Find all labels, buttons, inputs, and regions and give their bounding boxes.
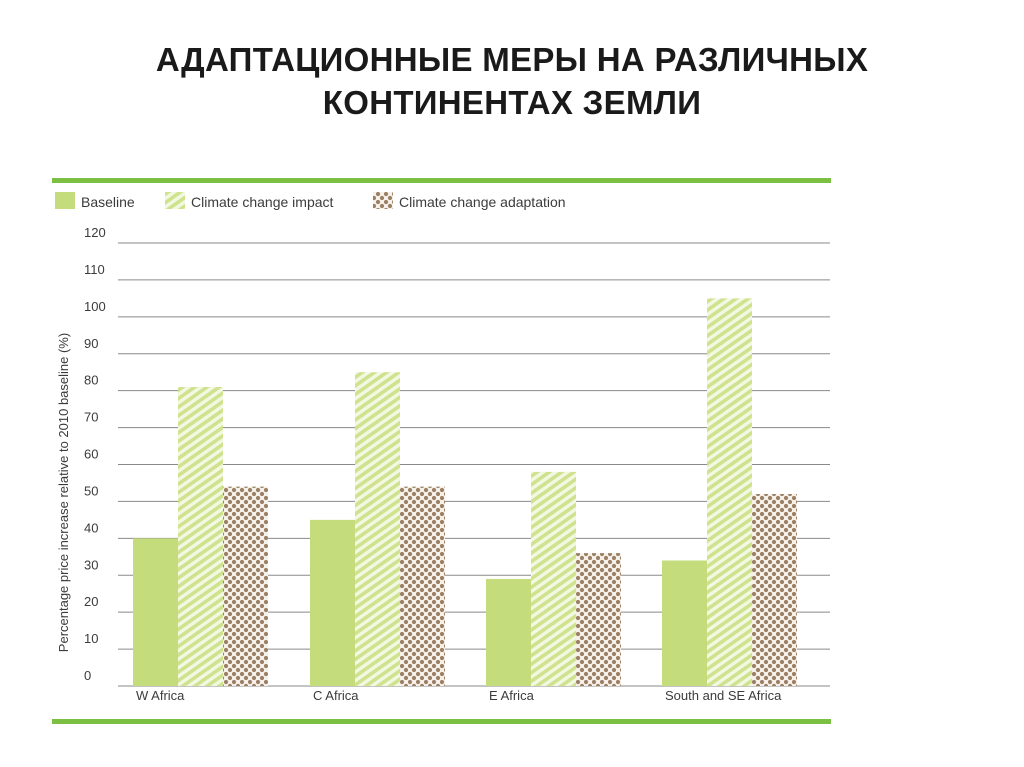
bar-diagonal-stripes-3 (531, 471, 576, 686)
slide-title-line-1: АДАПТАЦИОННЫЕ МЕРЫ НА РАЗЛИЧНЫХ (155, 41, 869, 78)
x-category-label: C Africa (313, 688, 359, 703)
y-tick-label: 40 (84, 520, 98, 535)
frame-bottom-line (52, 719, 831, 724)
bar-solid-2 (310, 519, 355, 686)
bar-solid-3 (486, 578, 531, 686)
x-category-label: South and SE Africa (665, 688, 782, 703)
bar-diagonal-stripes-4 (707, 298, 752, 686)
y-axis-label: Percentage price increase relative to 20… (56, 333, 71, 652)
x-category-label: W Africa (136, 688, 185, 703)
y-tick-label: 50 (84, 483, 98, 498)
bar-dots-2 (400, 486, 445, 686)
legend-label-1: Baseline (81, 194, 135, 210)
bar-solid-4 (662, 560, 707, 686)
bar-diagonal-stripes-1 (178, 386, 223, 686)
y-tick-label: 10 (84, 631, 98, 646)
slide-title: АДАПТАЦИОННЫЕ МЕРЫ НА РАЗЛИЧНЫХ КОНТИНЕН… (0, 38, 1024, 124)
slide-title-line-2: КОНТИНЕНТАХ ЗЕМЛИ (322, 84, 702, 121)
legend-label-2: Climate change impact (191, 194, 334, 210)
bar-dots-1 (223, 486, 268, 686)
y-tick-label: 30 (84, 557, 98, 572)
y-tick-label: 0 (84, 668, 91, 683)
bar-dots-4 (752, 494, 797, 686)
legend-label-3: Climate change adaptation (399, 194, 566, 210)
legend-swatch-3 (373, 192, 393, 209)
x-category-label: E Africa (489, 688, 535, 703)
bar-diagonal-stripes-2 (355, 372, 400, 686)
y-tick-label: 80 (84, 373, 98, 388)
bar-solid-1 (133, 538, 178, 686)
y-tick-label: 90 (84, 336, 98, 351)
legend-swatch-1 (55, 192, 75, 209)
y-tick-label: 110 (84, 262, 105, 277)
bar-dots-3 (576, 553, 621, 686)
y-tick-label: 120 (84, 225, 106, 240)
y-tick-label: 60 (84, 447, 98, 462)
legend-swatch-2 (165, 192, 185, 209)
y-tick-label: 20 (84, 594, 98, 609)
frame-top-line (52, 178, 831, 183)
y-tick-label: 70 (84, 410, 98, 425)
y-tick-label: 100 (84, 299, 106, 314)
